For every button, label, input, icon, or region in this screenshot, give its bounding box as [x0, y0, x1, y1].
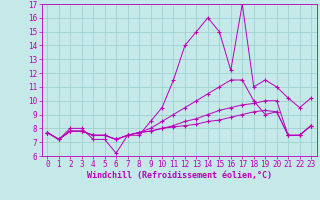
X-axis label: Windchill (Refroidissement éolien,°C): Windchill (Refroidissement éolien,°C): [87, 171, 272, 180]
